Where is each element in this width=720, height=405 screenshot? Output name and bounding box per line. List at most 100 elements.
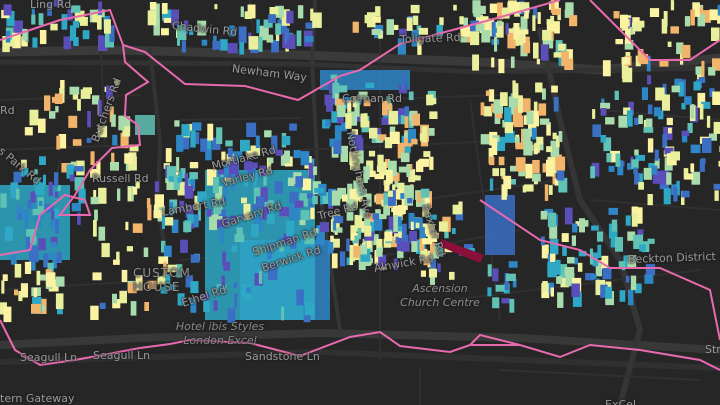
building[interactable] xyxy=(337,112,344,124)
building[interactable] xyxy=(429,156,434,170)
building[interactable] xyxy=(432,247,438,259)
building[interactable] xyxy=(379,134,387,141)
building[interactable] xyxy=(149,2,157,10)
building[interactable] xyxy=(248,36,259,50)
building[interactable] xyxy=(6,10,15,27)
building[interactable] xyxy=(43,253,49,268)
building[interactable] xyxy=(244,11,252,19)
building[interactable] xyxy=(215,186,223,201)
building[interactable] xyxy=(590,274,597,280)
building[interactable] xyxy=(635,207,643,224)
building[interactable] xyxy=(189,162,199,169)
building[interactable] xyxy=(315,233,325,246)
building[interactable] xyxy=(20,283,28,298)
building[interactable] xyxy=(86,137,92,143)
building[interactable] xyxy=(410,221,414,230)
building[interactable] xyxy=(375,6,381,16)
building[interactable] xyxy=(51,210,55,220)
building[interactable] xyxy=(487,264,492,277)
building[interactable] xyxy=(409,230,418,244)
building[interactable] xyxy=(653,107,661,117)
building[interactable] xyxy=(602,268,612,280)
building[interactable] xyxy=(365,82,375,88)
building[interactable] xyxy=(519,2,530,13)
building[interactable] xyxy=(347,99,352,115)
building[interactable] xyxy=(567,257,575,264)
building[interactable] xyxy=(542,29,552,41)
building[interactable] xyxy=(31,303,41,314)
building[interactable] xyxy=(481,30,491,43)
building[interactable] xyxy=(708,133,717,141)
building[interactable] xyxy=(263,170,267,186)
building[interactable] xyxy=(538,103,547,116)
building[interactable] xyxy=(485,195,515,255)
building[interactable] xyxy=(90,305,99,320)
building[interactable] xyxy=(637,173,643,185)
building[interactable] xyxy=(384,137,393,149)
building[interactable] xyxy=(276,33,280,41)
building[interactable] xyxy=(373,16,381,23)
building[interactable] xyxy=(77,212,81,225)
building[interactable] xyxy=(664,147,674,155)
building[interactable] xyxy=(331,190,341,206)
building[interactable] xyxy=(577,262,583,272)
building[interactable] xyxy=(542,281,548,292)
building[interactable] xyxy=(522,185,527,193)
building[interactable] xyxy=(253,187,263,204)
building[interactable] xyxy=(549,38,554,49)
building[interactable] xyxy=(359,208,366,219)
building[interactable] xyxy=(634,283,642,294)
building[interactable] xyxy=(184,173,188,189)
building[interactable] xyxy=(104,19,111,34)
building[interactable] xyxy=(376,238,383,251)
building[interactable] xyxy=(267,248,272,260)
building[interactable] xyxy=(231,178,236,185)
building[interactable] xyxy=(187,178,191,188)
building[interactable] xyxy=(625,275,630,283)
building[interactable] xyxy=(13,171,22,183)
building[interactable] xyxy=(222,216,227,228)
building[interactable] xyxy=(50,236,58,246)
building[interactable] xyxy=(505,28,514,35)
building[interactable] xyxy=(384,231,393,242)
building[interactable] xyxy=(404,106,410,121)
building[interactable] xyxy=(565,273,575,287)
building[interactable] xyxy=(400,110,406,125)
building[interactable] xyxy=(109,25,115,43)
building[interactable] xyxy=(407,128,416,144)
building[interactable] xyxy=(388,110,399,125)
building[interactable] xyxy=(560,277,569,288)
building[interactable] xyxy=(556,169,565,181)
building[interactable] xyxy=(419,158,430,167)
building[interactable] xyxy=(717,4,720,17)
building[interactable] xyxy=(48,181,53,196)
building[interactable] xyxy=(547,212,557,228)
building[interactable] xyxy=(42,174,46,187)
building[interactable] xyxy=(143,247,149,258)
building[interactable] xyxy=(113,259,120,265)
building[interactable] xyxy=(190,254,200,263)
building[interactable] xyxy=(717,15,720,24)
building[interactable] xyxy=(364,225,372,237)
building[interactable] xyxy=(167,264,178,273)
building[interactable] xyxy=(532,7,537,19)
building[interactable] xyxy=(384,159,390,168)
building[interactable] xyxy=(346,257,350,266)
building[interactable] xyxy=(197,204,201,221)
building[interactable] xyxy=(24,219,29,232)
building[interactable] xyxy=(377,154,384,166)
building[interactable] xyxy=(417,191,422,203)
building[interactable] xyxy=(61,14,68,30)
building[interactable] xyxy=(268,157,274,164)
building[interactable] xyxy=(258,271,263,284)
building[interactable] xyxy=(356,215,362,232)
building[interactable] xyxy=(671,85,680,93)
building[interactable] xyxy=(190,219,195,229)
building[interactable] xyxy=(452,204,463,215)
building[interactable] xyxy=(501,7,510,19)
building[interactable] xyxy=(49,111,56,119)
building[interactable] xyxy=(354,214,359,228)
building[interactable] xyxy=(219,39,228,51)
building[interactable] xyxy=(331,253,338,269)
building[interactable] xyxy=(324,94,333,106)
